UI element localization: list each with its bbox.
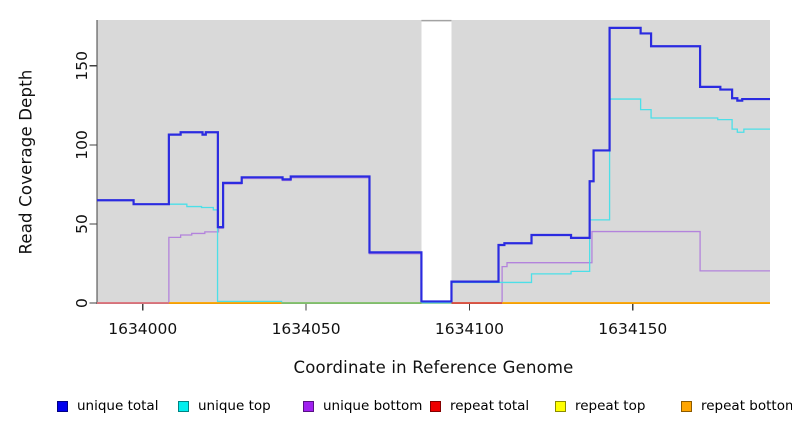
legend-label-repeat-bottom: repeat bottom [701, 398, 792, 414]
legend-item-repeat-bottom: repeat bottom [681, 398, 792, 414]
legend: unique total unique top unique bottom re… [0, 398, 792, 418]
legend-swatch-unique-top-icon [178, 400, 189, 412]
legend-label-unique-total: unique total [77, 398, 159, 414]
legend-item-unique-total: unique total [57, 398, 158, 414]
legend-item-repeat-top: repeat top [555, 398, 645, 414]
x-tick-label: 1634000 [108, 320, 177, 338]
legend-label-repeat-top: repeat top [575, 398, 646, 414]
legend-swatch-repeat-total-icon [430, 400, 441, 412]
x-tick-label: 1634050 [272, 320, 341, 338]
legend-swatch-unique-total-icon [57, 400, 68, 412]
series-unique-bottom-line [97, 177, 770, 304]
legend-item-unique-bottom: unique bottom [303, 398, 422, 414]
legend-label-unique-top: unique top [198, 398, 271, 414]
legend-swatch-unique-bottom-icon [303, 400, 314, 412]
y-axis-title: Read Coverage Depth [16, 69, 36, 255]
y-tick-label: 150 [73, 51, 91, 81]
legend-label-unique-bottom: unique bottom [323, 398, 423, 414]
series-unique-total-line [97, 26, 770, 303]
legend-swatch-repeat-bottom-icon [681, 400, 692, 412]
x-axis-title: Coordinate in Reference Genome [293, 358, 574, 377]
y-tick-label: 50 [73, 214, 91, 234]
y-tick-label: 100 [73, 130, 91, 160]
y-tick-label: 0 [73, 298, 91, 308]
legend-swatch-repeat-top-icon [555, 400, 566, 412]
x-tick-label: 1634100 [435, 320, 504, 338]
series-unique-top-line [97, 98, 770, 304]
legend-item-repeat-total: repeat total [430, 398, 529, 414]
alignment-gap-band [421, 20, 452, 305]
x-tick-label: 1634150 [598, 320, 667, 338]
legend-item-unique-top: unique top [178, 398, 271, 414]
legend-label-repeat-total: repeat total [450, 398, 530, 414]
